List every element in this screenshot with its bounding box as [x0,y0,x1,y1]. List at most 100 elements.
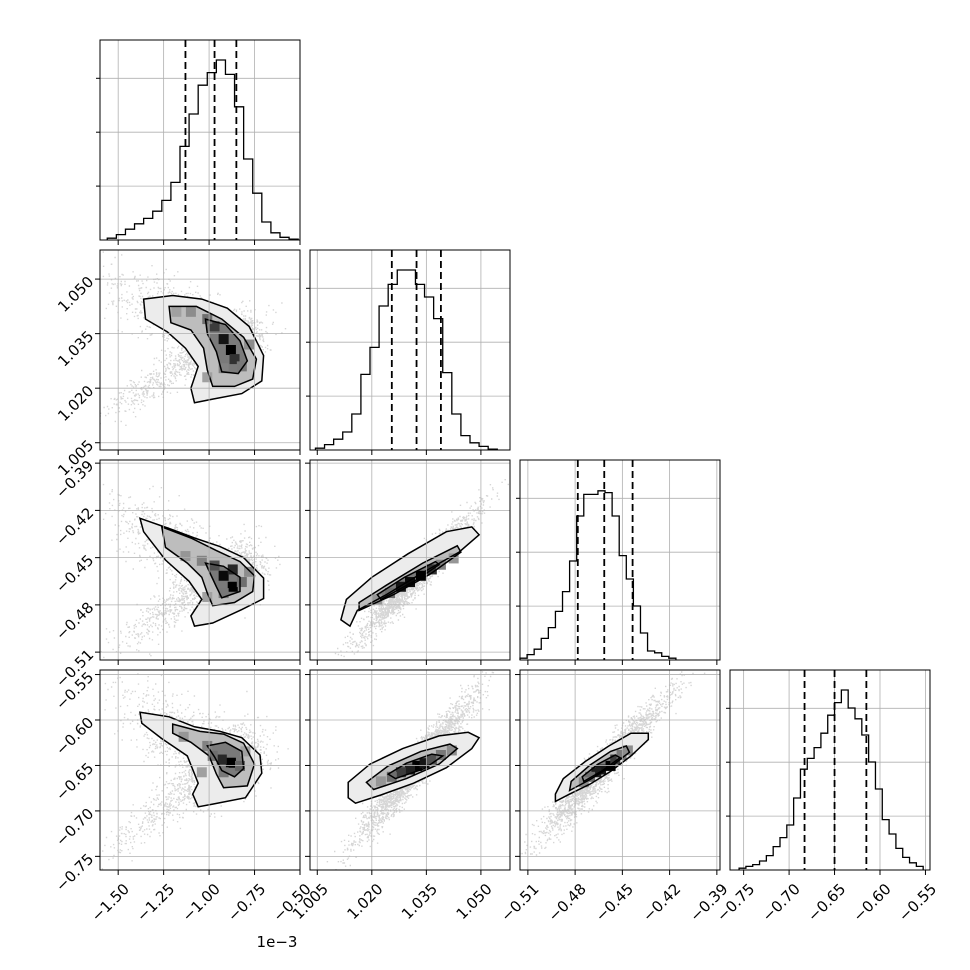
y-tick-label-1-1: 1.020 [54,382,97,425]
contour-1-2-1 [358,544,462,612]
density-cell-1-3-7 [446,745,457,756]
x-tick-label-2-2: −0.45 [592,880,637,925]
density-cell-0-2-8 [244,566,255,577]
histogram-0 [106,59,299,240]
panel-frame-2-2 [519,459,721,661]
contour-0-1-0 [142,294,265,404]
density-cell-0-1-3 [229,354,240,365]
density-cell-1-2-5 [435,559,446,570]
density-cell-0-2-3 [209,560,220,571]
contour-0-1-1 [168,305,258,388]
histogram-1 [314,269,498,450]
density-cell-0-2-5 [218,588,229,599]
density-cell-1-3-2 [405,764,415,775]
density-cell-2-3-4 [616,750,627,760]
y-tick-label-1-2: 1.035 [54,327,97,370]
panel-frame-0-0 [99,39,301,241]
y-tick-label-3-2: −0.65 [52,759,97,804]
contour-0-2-2 [204,562,241,599]
contour-2-3-2 [581,754,622,783]
density-cell-1-2-0 [415,570,426,581]
histogram-2 [519,490,677,660]
density-cell-0-2-9 [202,592,213,603]
density-cell-1-2-2 [395,581,406,592]
density-cell-0-2-4 [236,577,247,588]
histogram-3 [738,689,924,870]
density-cell-0-2-0 [227,581,238,592]
y-tick-label-3-0: −0.75 [52,850,97,895]
x-tick-label-2-1: −0.48 [545,880,590,925]
density-cell-0-3-5 [218,767,229,778]
x-tick-label-1-2: 1.035 [398,880,441,923]
density-cell-2-3-3 [610,754,621,765]
x-tick-label-0-2: −1.00 [179,880,224,925]
y-tick-label-3-1: −0.70 [52,805,97,850]
y-tick-label-2-3: −0.42 [52,504,97,549]
x-tick-label-0-0: −1.50 [88,880,133,925]
density-cell-0-1-8 [244,339,255,350]
x-axis-offset-label: 1e−3 [257,933,298,951]
x-tick-label-2-0: −0.51 [497,880,542,925]
contour-1-3-0 [347,731,481,805]
x-tick-label-1-1: 1.020 [343,880,386,923]
density-cell-0-3-2 [235,760,245,771]
density-cell-2-3-5 [585,771,596,782]
panel-frame-1-1 [309,249,511,451]
panel-frame-1-3 [309,669,511,871]
density-cell-0-3-7 [240,746,251,757]
contour-0-2-0 [138,517,265,627]
panel-frame-0-2 [99,459,301,661]
density-cell-0-3-6 [178,731,189,742]
x-tick-label-0-1: −1.25 [133,880,178,925]
density-cell-2-3-2 [591,767,602,778]
density-cell-0-3-3 [207,750,218,761]
contour-0-3-1 [171,723,256,789]
density-cell-0-1-0 [225,345,236,355]
contour-0-3-0 [139,711,263,808]
density-cell-0-1-2 [209,321,220,332]
panel-frame-3-3 [729,669,931,871]
y-tick-label-1-3: 1.050 [54,273,97,316]
density-cell-0-3-0 [225,757,236,768]
contour-0-3-2 [206,741,245,778]
density-cell-0-2-1 [218,570,229,581]
x-tick-label-1-3: 1.050 [453,880,496,923]
density-cell-1-3-3 [395,767,406,778]
contour-1-2-2 [376,560,441,601]
density-cell-0-1-9 [171,306,182,317]
density-cell-1-3-4 [426,754,437,765]
contour-1-3-1 [365,743,459,791]
density-cell-0-1-5 [185,306,196,317]
density-cell-0-1-10 [202,372,213,383]
density-cell-0-1-1 [218,334,229,345]
density-cell-0-2-2 [227,564,238,575]
panel-frame-2-3 [519,669,721,871]
density-cell-0-1-7 [218,363,229,374]
density-cell-1-3-0 [412,760,423,771]
contour-2-3-1 [568,744,631,792]
density-cell-0-3-1 [216,754,227,765]
contour-1-3-2 [386,753,445,780]
contour-0-1-2 [204,318,249,375]
panel-frame-1-2 [309,459,511,661]
x-tick-label-3-3: −0.60 [850,880,895,925]
y-tick-label-2-1: −0.48 [52,599,97,644]
density-cell-1-2-1 [405,577,415,588]
x-tick-label-3-2: −0.65 [804,880,849,925]
density-cell-1-3-8 [375,776,386,787]
density-cell-1-3-1 [419,758,430,769]
density-cell-0-3-8 [196,767,207,778]
density-cell-0-2-7 [180,551,191,562]
contour-1-2-0 [340,526,481,628]
panel-frame-0-3 [99,669,301,871]
y-tick-label-3-3: −0.60 [52,714,97,759]
panel-frame-0-1 [99,249,301,451]
contour-0-2-1 [160,525,256,607]
y-tick-label-2-2: −0.45 [52,551,97,596]
x-tick-label-3-4: −0.55 [895,880,940,925]
x-tick-label-0-3: −0.75 [224,880,269,925]
density-cell-0-2-6 [196,555,207,566]
x-tick-label-3-1: −0.70 [759,880,804,925]
density-cell-1-2-6 [448,553,459,564]
